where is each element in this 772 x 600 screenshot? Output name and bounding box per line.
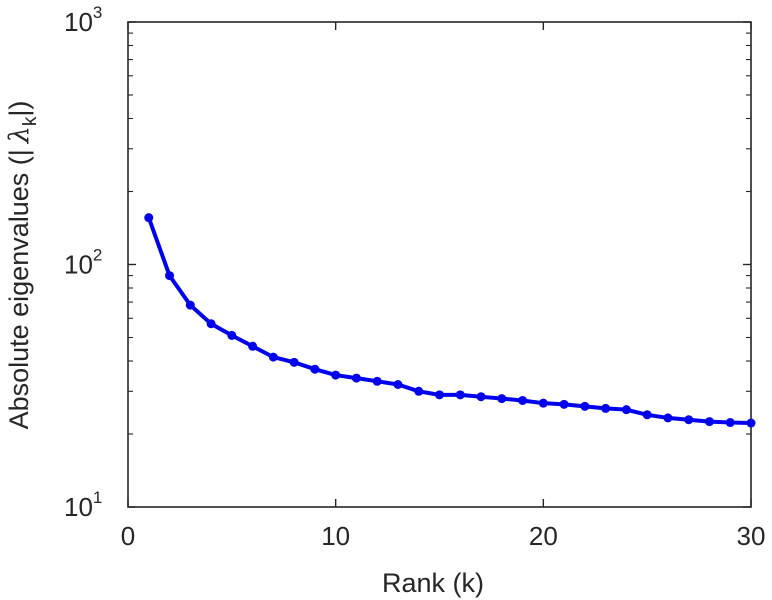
y-tick-label: 101 [64, 488, 102, 522]
x-tick-label: 30 [737, 521, 766, 551]
data-point [684, 415, 694, 425]
data-point [663, 413, 673, 423]
x-tick-label: 10 [321, 521, 350, 551]
y-tick-label: 103 [64, 3, 102, 37]
data-point [331, 370, 341, 380]
y-axis-label-main: Absolute eigenvalues (| [4, 149, 34, 429]
data-point [144, 213, 154, 223]
data-point [351, 373, 361, 383]
y-axis-label-lambda: λ [4, 126, 35, 144]
data-point [725, 418, 735, 428]
y-tick-exponent: 2 [93, 246, 102, 265]
data-point [268, 352, 278, 362]
data-point [476, 392, 486, 402]
data-point [704, 417, 714, 427]
y-tick-base: 10 [64, 250, 93, 280]
data-point [206, 319, 216, 329]
data-point [372, 376, 382, 386]
data-point [497, 394, 507, 404]
data-point [248, 341, 258, 351]
data-point [601, 403, 611, 413]
y-tick-exponent: 3 [93, 3, 102, 22]
data-point [435, 390, 444, 400]
data-point [538, 398, 548, 408]
x-tick-label: 20 [529, 521, 558, 551]
data-point [185, 300, 195, 310]
x-axis-label: Rank (k) [382, 568, 484, 598]
y-tick-label: 102 [64, 246, 102, 280]
y-axis-label-subscript: k [20, 116, 41, 126]
y-tick-base: 10 [64, 7, 93, 37]
data-point [227, 330, 237, 340]
data-point [165, 271, 175, 281]
data-point [310, 364, 320, 374]
data-point [393, 380, 403, 390]
data-point [746, 418, 756, 428]
y-tick-base: 10 [64, 492, 93, 522]
series-layer [144, 213, 756, 428]
y-axis-label-close: |) [4, 101, 34, 117]
y-axis-label: Absolute eigenvalues (| λk|) [4, 101, 41, 430]
data-point [289, 357, 299, 367]
data-point [621, 405, 631, 415]
data-point [559, 399, 569, 409]
data-point [518, 395, 528, 405]
data-point [580, 401, 590, 411]
data-point [414, 386, 424, 396]
y-tick-exponent: 1 [93, 488, 102, 507]
data-point [642, 410, 652, 420]
x-tick-label: 0 [121, 521, 135, 551]
data-point [455, 390, 465, 400]
plot-frame [127, 21, 752, 508]
